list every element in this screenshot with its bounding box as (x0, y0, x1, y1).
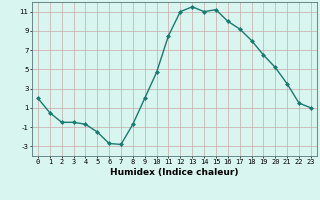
X-axis label: Humidex (Indice chaleur): Humidex (Indice chaleur) (110, 168, 239, 177)
